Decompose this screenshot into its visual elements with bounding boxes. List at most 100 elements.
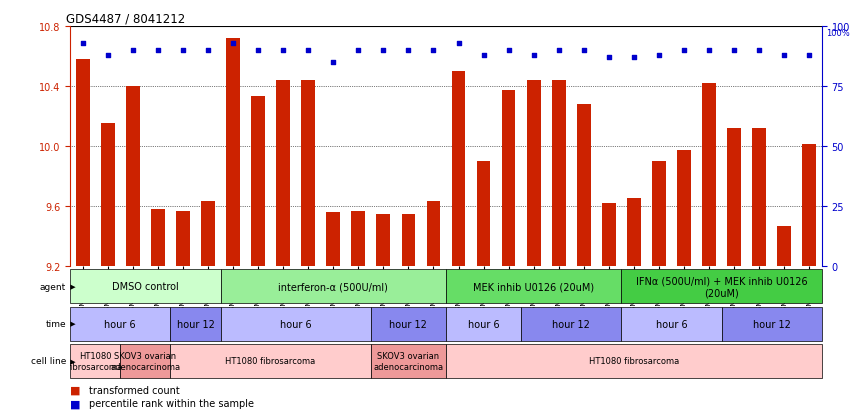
Bar xyxy=(221,307,371,341)
Bar xyxy=(446,270,621,304)
Bar xyxy=(371,307,446,341)
Point xyxy=(76,40,90,47)
Bar xyxy=(446,307,521,341)
Point xyxy=(677,47,691,54)
Text: SKOV3 ovarian
adenocarcinoma: SKOV3 ovarian adenocarcinoma xyxy=(373,351,443,370)
Text: ▶: ▶ xyxy=(68,358,75,364)
Text: HT1080 fibrosarcoma: HT1080 fibrosarcoma xyxy=(225,356,316,366)
Bar xyxy=(326,213,340,266)
Bar xyxy=(702,84,716,266)
Text: hour 12: hour 12 xyxy=(176,319,214,329)
Bar xyxy=(70,344,121,378)
Bar xyxy=(221,270,446,304)
Bar xyxy=(377,214,390,266)
Text: IFNα (500U/ml) + MEK inhib U0126
(20uM): IFNα (500U/ml) + MEK inhib U0126 (20uM) xyxy=(636,276,807,297)
Text: MEK inhib U0126 (20uM): MEK inhib U0126 (20uM) xyxy=(473,282,594,292)
Bar xyxy=(728,129,741,266)
Point xyxy=(452,40,466,47)
Point xyxy=(526,52,540,59)
Bar xyxy=(251,97,265,266)
Bar xyxy=(652,161,666,266)
Text: percentile rank within the sample: percentile rank within the sample xyxy=(89,398,254,408)
Point xyxy=(401,47,415,54)
Point xyxy=(502,47,515,54)
Bar xyxy=(526,81,540,266)
Point xyxy=(352,47,366,54)
Point xyxy=(652,52,666,59)
Text: interferon-α (500U/ml): interferon-α (500U/ml) xyxy=(278,282,388,292)
Text: hour 6: hour 6 xyxy=(104,319,136,329)
Point xyxy=(728,47,741,54)
Bar xyxy=(502,91,515,266)
Point xyxy=(377,47,390,54)
Bar xyxy=(101,124,115,266)
Text: agent: agent xyxy=(39,282,66,291)
Bar xyxy=(121,344,170,378)
Bar xyxy=(446,344,822,378)
Text: HT1080
fibrosarcoma: HT1080 fibrosarcoma xyxy=(68,351,122,370)
Bar xyxy=(752,129,766,266)
Point xyxy=(126,47,140,54)
Bar xyxy=(621,307,722,341)
Text: GDS4487 / 8041212: GDS4487 / 8041212 xyxy=(67,13,186,26)
Point xyxy=(752,47,766,54)
Bar xyxy=(401,214,415,266)
Bar xyxy=(577,105,591,266)
Text: hour 12: hour 12 xyxy=(752,319,791,329)
Text: transformed count: transformed count xyxy=(89,385,180,395)
Bar xyxy=(201,202,215,266)
Bar xyxy=(70,270,221,304)
Point xyxy=(777,52,791,59)
Text: ▶: ▶ xyxy=(68,321,75,327)
Bar xyxy=(521,307,621,341)
Bar xyxy=(151,209,164,266)
Text: hour 6: hour 6 xyxy=(467,319,499,329)
Text: ▶: ▶ xyxy=(68,284,75,290)
Point xyxy=(226,40,240,47)
Text: SKOV3 ovarian
adenocarcinoma: SKOV3 ovarian adenocarcinoma xyxy=(110,351,181,370)
Bar xyxy=(170,307,221,341)
Bar xyxy=(477,161,490,266)
Bar xyxy=(226,39,240,266)
Bar xyxy=(371,344,446,378)
Bar xyxy=(352,211,366,266)
Bar xyxy=(677,151,691,266)
Point xyxy=(552,47,566,54)
Point xyxy=(577,47,591,54)
Point xyxy=(702,47,716,54)
Bar xyxy=(176,211,190,266)
Bar xyxy=(126,87,140,266)
Point xyxy=(477,52,490,59)
Point xyxy=(276,47,290,54)
Bar xyxy=(70,307,170,341)
Bar xyxy=(76,60,90,266)
Text: time: time xyxy=(45,319,66,328)
Text: DMSO control: DMSO control xyxy=(112,282,179,292)
Bar xyxy=(170,344,371,378)
Text: ■: ■ xyxy=(70,398,80,408)
Point xyxy=(326,59,340,66)
Bar xyxy=(552,81,566,266)
Bar xyxy=(627,199,641,266)
Point xyxy=(176,47,190,54)
Point xyxy=(251,47,265,54)
Point xyxy=(802,52,816,59)
Text: hour 6: hour 6 xyxy=(656,319,687,329)
Bar xyxy=(621,270,822,304)
Bar xyxy=(722,307,822,341)
Text: HT1080 fibrosarcoma: HT1080 fibrosarcoma xyxy=(589,356,679,366)
Text: hour 6: hour 6 xyxy=(280,319,312,329)
Point xyxy=(602,55,615,61)
Point xyxy=(101,52,115,59)
Point xyxy=(151,47,164,54)
Text: hour 12: hour 12 xyxy=(552,319,590,329)
Bar xyxy=(802,145,816,266)
Bar xyxy=(276,81,290,266)
Bar xyxy=(602,204,615,266)
Bar xyxy=(301,81,315,266)
Point xyxy=(426,47,440,54)
Bar xyxy=(452,72,466,266)
Text: hour 12: hour 12 xyxy=(389,319,427,329)
Point xyxy=(201,47,215,54)
Text: ■: ■ xyxy=(70,385,80,395)
